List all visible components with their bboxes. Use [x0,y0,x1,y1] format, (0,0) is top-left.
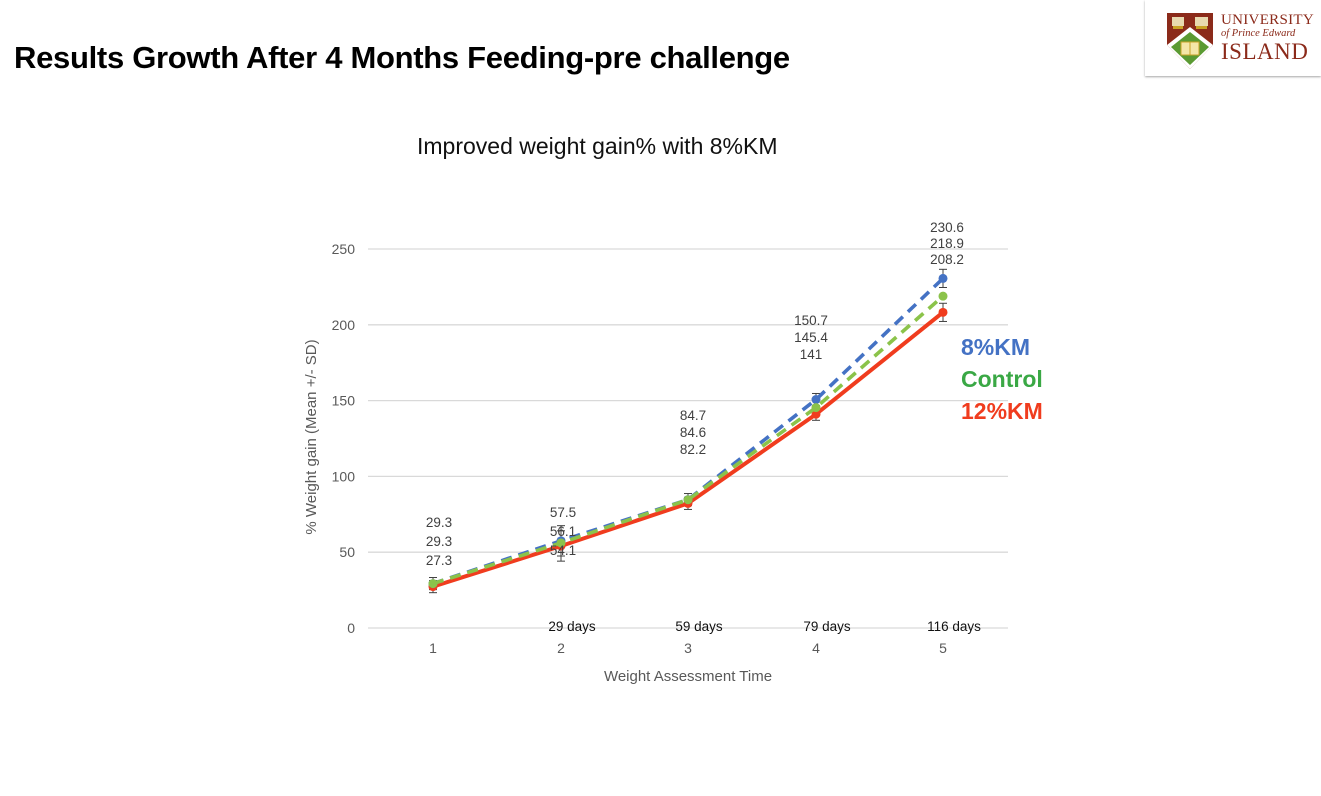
x-axis-title: Weight Assessment Time [604,668,772,685]
y-tick-label: 200 [332,317,356,333]
legend-item-control: Control [961,366,1043,392]
data-point-control [556,538,566,548]
x-day-annotation: 59 days [675,619,723,634]
data-label: 150.7 [794,313,828,328]
legend-item-8km: 8%KM [961,334,1031,360]
data-label: 57.5 [550,505,576,520]
y-tick-label: 50 [339,544,355,560]
data-label: 145.4 [794,330,828,345]
data-label: 208.2 [930,252,964,267]
data-label: 56.1 [550,524,576,539]
data-label: 27.3 [426,553,452,568]
data-label: 54.1 [550,543,576,558]
data-label: 230.6 [930,220,964,235]
data-label: 84.6 [680,425,706,440]
data-label: 29.3 [426,534,452,549]
x-tick-label: 1 [429,640,437,656]
x-day-annotation: 79 days [803,619,851,634]
data-point-control [938,291,948,301]
data-point-12pctkm [938,307,948,317]
logo-text-island: ISLAND [1221,38,1309,64]
data-point-control [683,495,693,505]
logo-text-of-pei: of Prince Edward [1221,28,1296,39]
upei-crest-icon [1167,13,1213,69]
data-point-8pctkm [938,273,948,283]
data-label: 141 [800,347,823,362]
series-line-8pctkm [432,277,945,586]
slide-title: Results Growth After 4 Months Feeding-pr… [14,40,790,75]
logo-text-university: UNIVERSITY [1221,12,1314,28]
data-point-8pctkm [811,395,821,405]
x-tick-label: 3 [684,640,692,656]
data-label: 84.7 [680,408,706,423]
y-axis-title: % Weight gain (Mean +/- SD) [303,339,320,534]
y-tick-label: 150 [332,393,356,409]
x-tick-label: 2 [557,640,565,656]
university-logo: UNIVERSITY of Prince Edward ISLAND [1145,0,1321,76]
x-day-annotation: 29 days [548,619,596,634]
x-tick-label: 5 [939,640,947,656]
data-label: 218.9 [930,236,964,251]
y-tick-label: 250 [332,241,356,257]
data-label: 82.2 [680,442,706,457]
x-day-annotation: 116 days [927,619,981,634]
legend-item-12km: 12%KM [961,398,1043,424]
x-tick-label: 4 [812,640,820,656]
data-label: 29.3 [426,515,452,530]
data-point-control [428,579,438,589]
chart-title: Improved weight gain% with 8%KM [417,133,778,159]
y-tick-label: 0 [347,620,355,636]
y-tick-label: 100 [332,468,356,484]
data-point-control [811,403,821,413]
chart-legend: 8%KM Control 12%KM [961,331,1043,427]
data-point-12pctkm [811,409,821,419]
